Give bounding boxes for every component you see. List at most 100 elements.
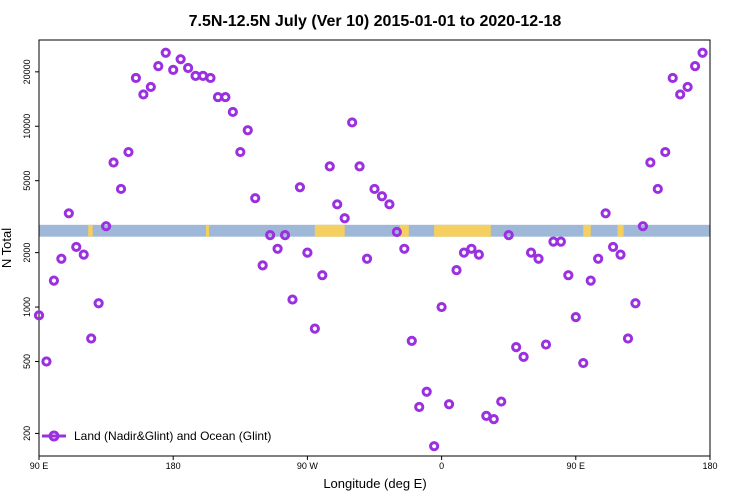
ocean-band [39,224,710,237]
data-point [689,61,701,72]
land-patch-3 [399,224,409,237]
data-point [511,342,522,353]
data-point [287,294,298,305]
data-point [33,310,45,321]
data-point [160,47,171,58]
data-point [466,243,477,254]
data-point [309,323,320,334]
data-point [257,260,268,271]
data-point [540,339,552,350]
data-point [302,247,313,258]
data-point [384,199,395,210]
data-point [443,399,455,410]
data-point [563,270,574,281]
land-patch-4 [434,224,491,237]
data-point [421,386,432,397]
data-point [697,47,708,58]
x-tick-label: 90 E [30,461,49,471]
data-point [123,146,134,158]
data-point [436,301,447,313]
data-point [242,125,253,136]
data-point [369,183,380,195]
data-point [451,265,462,276]
data-point [56,253,67,264]
map-band [39,224,710,237]
data-point [265,230,276,241]
data-point [317,270,328,281]
land-patch-1 [206,224,209,237]
x-axis-label: Longitude (deg E) [323,476,426,491]
data-point [279,230,291,241]
land-patch-2 [314,224,345,237]
data-point [145,81,156,93]
data-point [533,253,544,264]
data-point [332,199,343,210]
y-tick-label: 20000 [22,59,32,84]
data-point [183,62,194,74]
data-point [578,357,589,369]
data-point [41,356,52,367]
data-point [652,183,663,195]
data-point [406,335,417,346]
data-point [227,106,238,118]
land-patch-5 [583,224,591,237]
data-point [525,247,537,258]
data-point [78,249,89,260]
y-tick-label: 500 [22,354,32,369]
data-point [220,91,231,103]
data-point [138,89,149,100]
y-axis-label: N Total [0,228,14,268]
y-tick-label: 5000 [22,171,32,191]
data-point [272,243,283,254]
data-point [108,157,119,168]
data-point [637,221,649,232]
data-point [175,54,186,65]
data-point [354,161,365,172]
data-point [518,351,529,362]
data-point [324,161,335,172]
y-tick-label: 200 [22,426,32,441]
data-point [414,401,425,413]
data-point [615,249,626,260]
y-axis: 200 500 1000 2000 5000 10000 20000 [22,59,39,441]
x-tick-label: 90 E [567,461,586,471]
data-point [361,253,373,264]
data-points [33,47,708,452]
data-point [645,157,656,168]
data-point [130,72,142,84]
data-point [570,311,581,323]
data-point [168,64,179,75]
legend: Land (Nadir&Glint) and Ocean (Glint) [42,429,271,443]
legend-marker [48,430,60,442]
data-point [667,72,678,84]
x-tick-label: 180 [702,461,717,471]
data-point [555,236,566,247]
data-point [585,275,596,286]
x-tick-label: 0 [439,461,444,471]
y-tick-label: 1000 [22,297,32,317]
data-point [391,226,402,238]
data-point [593,253,604,264]
data-point [660,146,671,158]
data-point [496,396,507,407]
legend-label: Land (Nadir&Glint) and Ocean (Glint) [74,429,271,443]
data-point [347,117,358,128]
chart-title: 7.5N-12.5N July (Ver 10) 2015-01-01 to 2… [189,13,562,30]
data-point [115,183,127,195]
data-point [205,72,216,84]
data-point [250,193,261,204]
x-axis: 90 E 180 90 W 0 90 E 180 [30,456,718,471]
data-point [63,208,74,219]
data-point [339,213,350,224]
data-point [458,247,470,258]
data-point [399,243,410,254]
data-point [235,146,246,158]
data-point [93,298,104,309]
data-point [488,413,499,425]
data-point [675,89,686,100]
data-point [48,275,60,286]
x-tick-label: 180 [166,461,181,471]
y-tick-label: 10000 [22,114,32,139]
data-point [473,249,484,260]
